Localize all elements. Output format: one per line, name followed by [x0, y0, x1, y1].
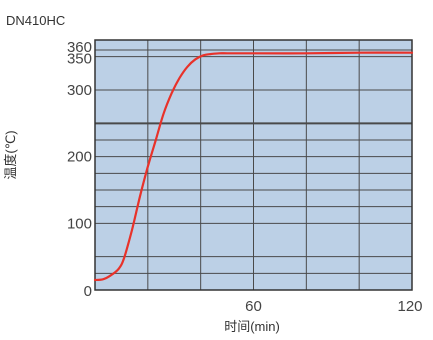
y-tick-label: 350 — [67, 51, 92, 68]
y-tick-label: 360 — [67, 39, 92, 56]
grid-lines — [94, 40, 413, 290]
y-tick-label: 100 — [67, 215, 92, 232]
x-axis-ticks: 60 120 — [245, 298, 422, 315]
chart-title: DN410HC — [6, 13, 65, 28]
y-axis-label: 温度(℃) — [3, 130, 18, 179]
x-tick-label: 120 — [397, 298, 422, 315]
x-tick-label: 60 — [245, 298, 262, 315]
x-axis-label: 时间(min) — [224, 319, 280, 334]
plot-frame — [94, 39, 413, 291]
y-tick-label: 0 — [84, 283, 92, 300]
y-tick-label: 300 — [67, 82, 92, 99]
y-tick-label: 200 — [67, 149, 92, 166]
temperature-curve — [93, 51, 414, 282]
